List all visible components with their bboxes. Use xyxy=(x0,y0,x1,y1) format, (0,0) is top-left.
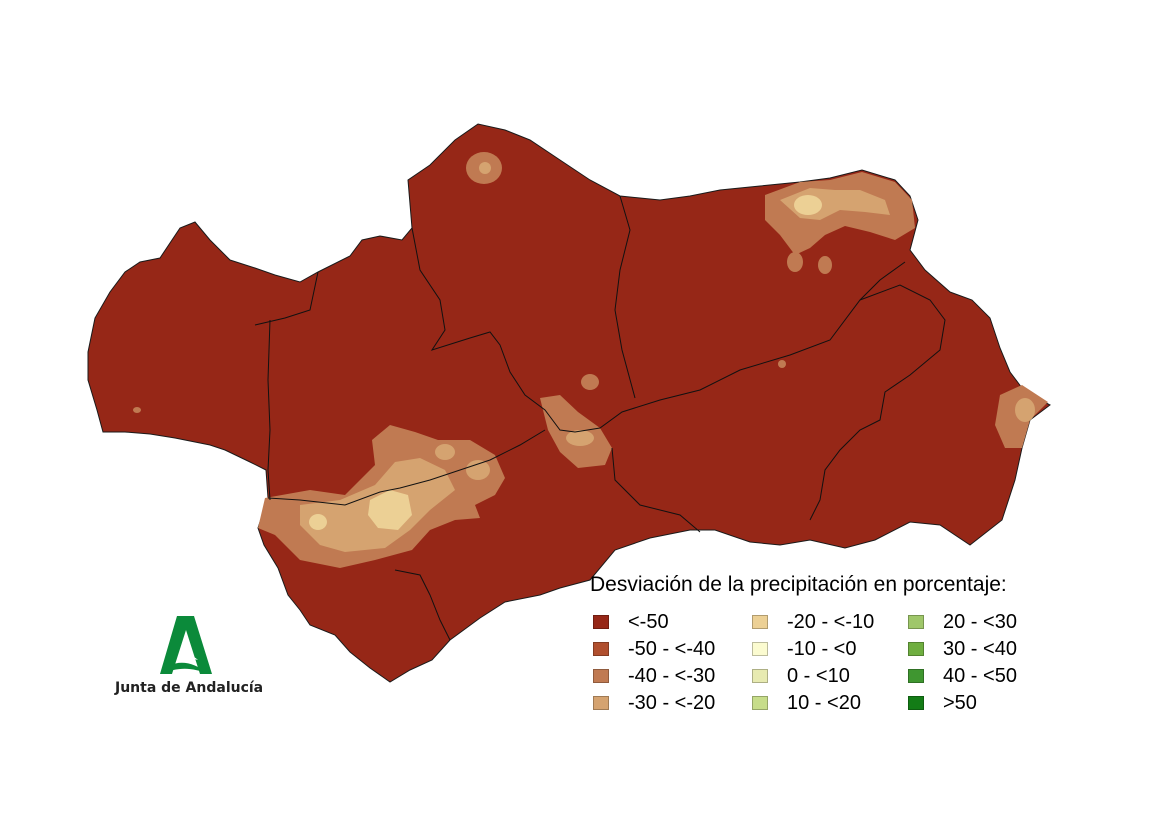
legend-label: -50 - <-40 xyxy=(628,637,716,660)
legend-item: 10 - <20 xyxy=(752,692,861,714)
legend-swatch xyxy=(752,669,768,683)
legend-label: 0 - <10 xyxy=(787,664,850,687)
province-borders xyxy=(254,195,946,641)
legend-swatch xyxy=(908,696,924,710)
legend-swatch xyxy=(593,642,609,656)
legend-swatch xyxy=(593,669,609,683)
legend-label: 30 - <40 xyxy=(943,637,1017,660)
legend-label: 10 - <20 xyxy=(787,691,861,714)
logo-text: Junta de Andalucía xyxy=(115,680,264,696)
legend-item: 30 - <40 xyxy=(908,638,1017,660)
junta-andalucia-logo xyxy=(160,616,212,674)
logo-a-mark xyxy=(160,616,212,674)
legend-label: <-50 xyxy=(628,610,669,633)
logo-swoosh xyxy=(160,662,208,674)
legend-swatch xyxy=(908,615,924,629)
legend-item: 0 - <10 xyxy=(752,665,850,687)
legend-label: -40 - <-30 xyxy=(628,664,716,687)
legend-swatch xyxy=(908,669,924,683)
legend-label: 40 - <50 xyxy=(943,664,1017,687)
legend-swatch xyxy=(908,642,924,656)
legend-item: 20 - <30 xyxy=(908,611,1017,633)
legend-swatch xyxy=(752,642,768,656)
legend-label: 20 - <30 xyxy=(943,610,1017,633)
legend-item: >50 xyxy=(908,692,977,714)
legend-swatch xyxy=(593,615,609,629)
legend-item: -20 - <-10 xyxy=(752,611,874,633)
legend-label: -10 - <0 xyxy=(787,637,857,660)
deviation-patches xyxy=(133,152,1048,568)
legend-label: -20 - <-10 xyxy=(787,610,875,633)
legend-label: >50 xyxy=(943,691,977,714)
legend-item: <-50 xyxy=(593,611,669,633)
legend-swatch xyxy=(752,615,768,629)
legend-item: -40 - <-30 xyxy=(593,665,715,687)
legend-title: Desviación de la precipitación en porcen… xyxy=(590,573,1007,596)
legend-item: -10 - <0 xyxy=(752,638,856,660)
legend-swatch xyxy=(593,696,609,710)
legend-item: -30 - <-20 xyxy=(593,692,715,714)
legend-label: -30 - <-20 xyxy=(628,691,716,714)
legend-swatch xyxy=(752,696,768,710)
legend-item: 40 - <50 xyxy=(908,665,1017,687)
legend-item: -50 - <-40 xyxy=(593,638,715,660)
